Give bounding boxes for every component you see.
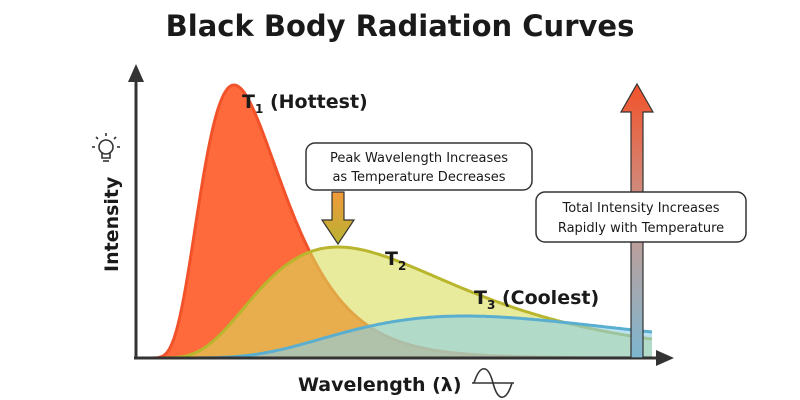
sine-wave-icon [472, 367, 514, 399]
x-axis-label: Wavelength (λ) [298, 374, 462, 396]
x-axis-arrowhead [656, 350, 674, 366]
series-label-t1: T1 (Hottest) [242, 91, 368, 116]
chart-title: Black Body Radiation Curves [166, 9, 635, 43]
y-axis-arrowhead [128, 64, 144, 82]
series-label-t2: T2 [385, 248, 406, 273]
y-axis-label: Intensity [101, 176, 123, 272]
peak-annotation-box [305, 142, 533, 191]
series-label-t3: T3 (Coolest) [474, 287, 599, 312]
peak-annotation-line1: Peak Wavelength Increases [330, 151, 508, 166]
peak-shift-arrow [320, 191, 356, 246]
total-annotation-line2: Rapidly with Temperature [558, 221, 724, 236]
series-area-t3 [137, 316, 652, 358]
peak-annotation-line2: as Temperature Decreases [332, 170, 505, 185]
light-bulb-icon [92, 133, 120, 162]
total-annotation-box [535, 191, 747, 243]
curves [137, 83, 653, 360]
total-annotation-line1: Total Intensity Increases [562, 201, 720, 216]
